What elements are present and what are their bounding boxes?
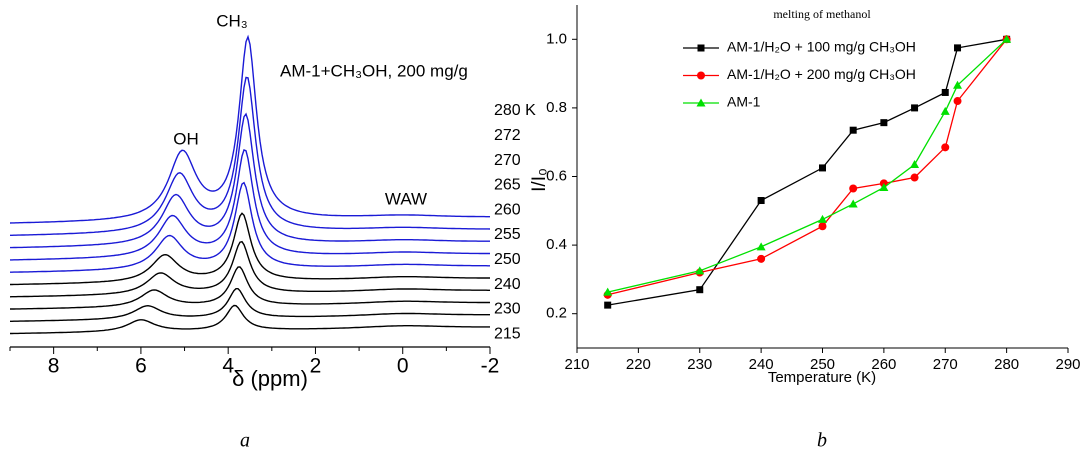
y-tick-label: 0.4 bbox=[546, 236, 567, 253]
spectrum bbox=[10, 304, 490, 335]
series-label: 272 bbox=[494, 127, 521, 144]
x-tick-label: 270 bbox=[933, 356, 958, 373]
x-tick-label: 250 bbox=[810, 356, 835, 373]
marker bbox=[849, 126, 857, 134]
x-tick-label: 230 bbox=[687, 356, 712, 373]
marker bbox=[604, 301, 612, 309]
series-label: 255 bbox=[494, 226, 521, 243]
marker bbox=[941, 143, 950, 152]
series-label: 265 bbox=[494, 177, 521, 194]
marker bbox=[910, 159, 920, 168]
x-tick-label: -2 bbox=[481, 355, 500, 378]
x-tick-label: 260 bbox=[871, 356, 896, 373]
spectrum bbox=[10, 212, 490, 286]
legend-label: AM-1 bbox=[727, 94, 761, 110]
legend-label: AM-1/H₂O + 100 mg/g CH₃OH bbox=[727, 39, 916, 55]
spectrum bbox=[10, 288, 490, 322]
x-tick-label: 0 bbox=[397, 355, 409, 378]
legend-label: AM-1/H₂O + 200 mg/g CH₃OH bbox=[727, 66, 916, 82]
marker bbox=[819, 164, 826, 172]
marker bbox=[697, 44, 705, 52]
y-tick-label: 0.2 bbox=[546, 305, 567, 322]
spectrum bbox=[9, 240, 490, 298]
marker bbox=[910, 173, 919, 182]
spectrum bbox=[10, 181, 490, 273]
marker bbox=[695, 266, 705, 275]
series-label: 230 bbox=[494, 301, 521, 318]
marker bbox=[954, 44, 962, 52]
y-axis-label: I/I₀ bbox=[529, 168, 550, 192]
series-label: 280 K bbox=[494, 102, 536, 119]
series-label: 215 bbox=[494, 325, 521, 342]
marker bbox=[697, 71, 705, 80]
x-tick-label: 8 bbox=[48, 355, 60, 378]
x-tick-label: 290 bbox=[1055, 356, 1080, 373]
marker bbox=[757, 254, 766, 263]
caption: a bbox=[240, 430, 250, 452]
series-line bbox=[607, 38, 1008, 296]
x-axis-label: δ (ppm) bbox=[232, 366, 308, 391]
series-label: 250 bbox=[494, 251, 521, 268]
marker bbox=[603, 287, 613, 296]
series-label: 260 bbox=[494, 201, 521, 218]
marker bbox=[757, 197, 765, 205]
series-label: 270 bbox=[494, 152, 521, 169]
x-tick-label: 2 bbox=[310, 355, 322, 378]
marker bbox=[880, 119, 888, 127]
marker bbox=[818, 214, 827, 223]
marker bbox=[696, 286, 704, 294]
x-tick-label: 210 bbox=[564, 356, 589, 373]
x-tick-label: 6 bbox=[135, 355, 147, 378]
spectrum bbox=[10, 148, 490, 261]
chart-title: melting of methanol bbox=[773, 7, 871, 21]
spectrum bbox=[10, 266, 490, 310]
marker bbox=[953, 97, 962, 106]
marker bbox=[953, 80, 963, 89]
annotation: WAW bbox=[385, 189, 427, 208]
marker bbox=[879, 182, 889, 191]
marker bbox=[1002, 34, 1012, 43]
y-tick-label: 0.6 bbox=[546, 167, 567, 184]
marker bbox=[940, 106, 950, 115]
marker bbox=[849, 184, 858, 193]
annotation: OH bbox=[173, 129, 199, 148]
spectrum bbox=[10, 112, 490, 249]
annotation: CH₃ bbox=[216, 11, 247, 30]
y-tick-label: 1.0 bbox=[546, 30, 567, 47]
series-label: 240 bbox=[494, 276, 521, 293]
x-tick-label: 280 bbox=[994, 356, 1019, 373]
caption: b bbox=[817, 430, 827, 452]
x-tick-label: 240 bbox=[749, 356, 774, 373]
marker bbox=[848, 199, 858, 208]
spectrum bbox=[10, 76, 491, 236]
marker bbox=[696, 98, 706, 107]
marker bbox=[941, 88, 949, 96]
marker bbox=[756, 242, 766, 251]
annotation: AM-1+CH₃OH, 200 mg/g bbox=[280, 61, 468, 80]
x-tick-label: 4 bbox=[222, 355, 234, 378]
x-tick-label: 220 bbox=[626, 356, 651, 373]
series-line bbox=[607, 38, 1008, 293]
spectrum bbox=[9, 34, 490, 224]
marker bbox=[818, 222, 827, 231]
series-line bbox=[607, 38, 1007, 306]
x-axis-label: Temperature (K) bbox=[768, 369, 876, 386]
y-tick-label: 0.8 bbox=[546, 99, 567, 116]
marker bbox=[911, 104, 919, 112]
